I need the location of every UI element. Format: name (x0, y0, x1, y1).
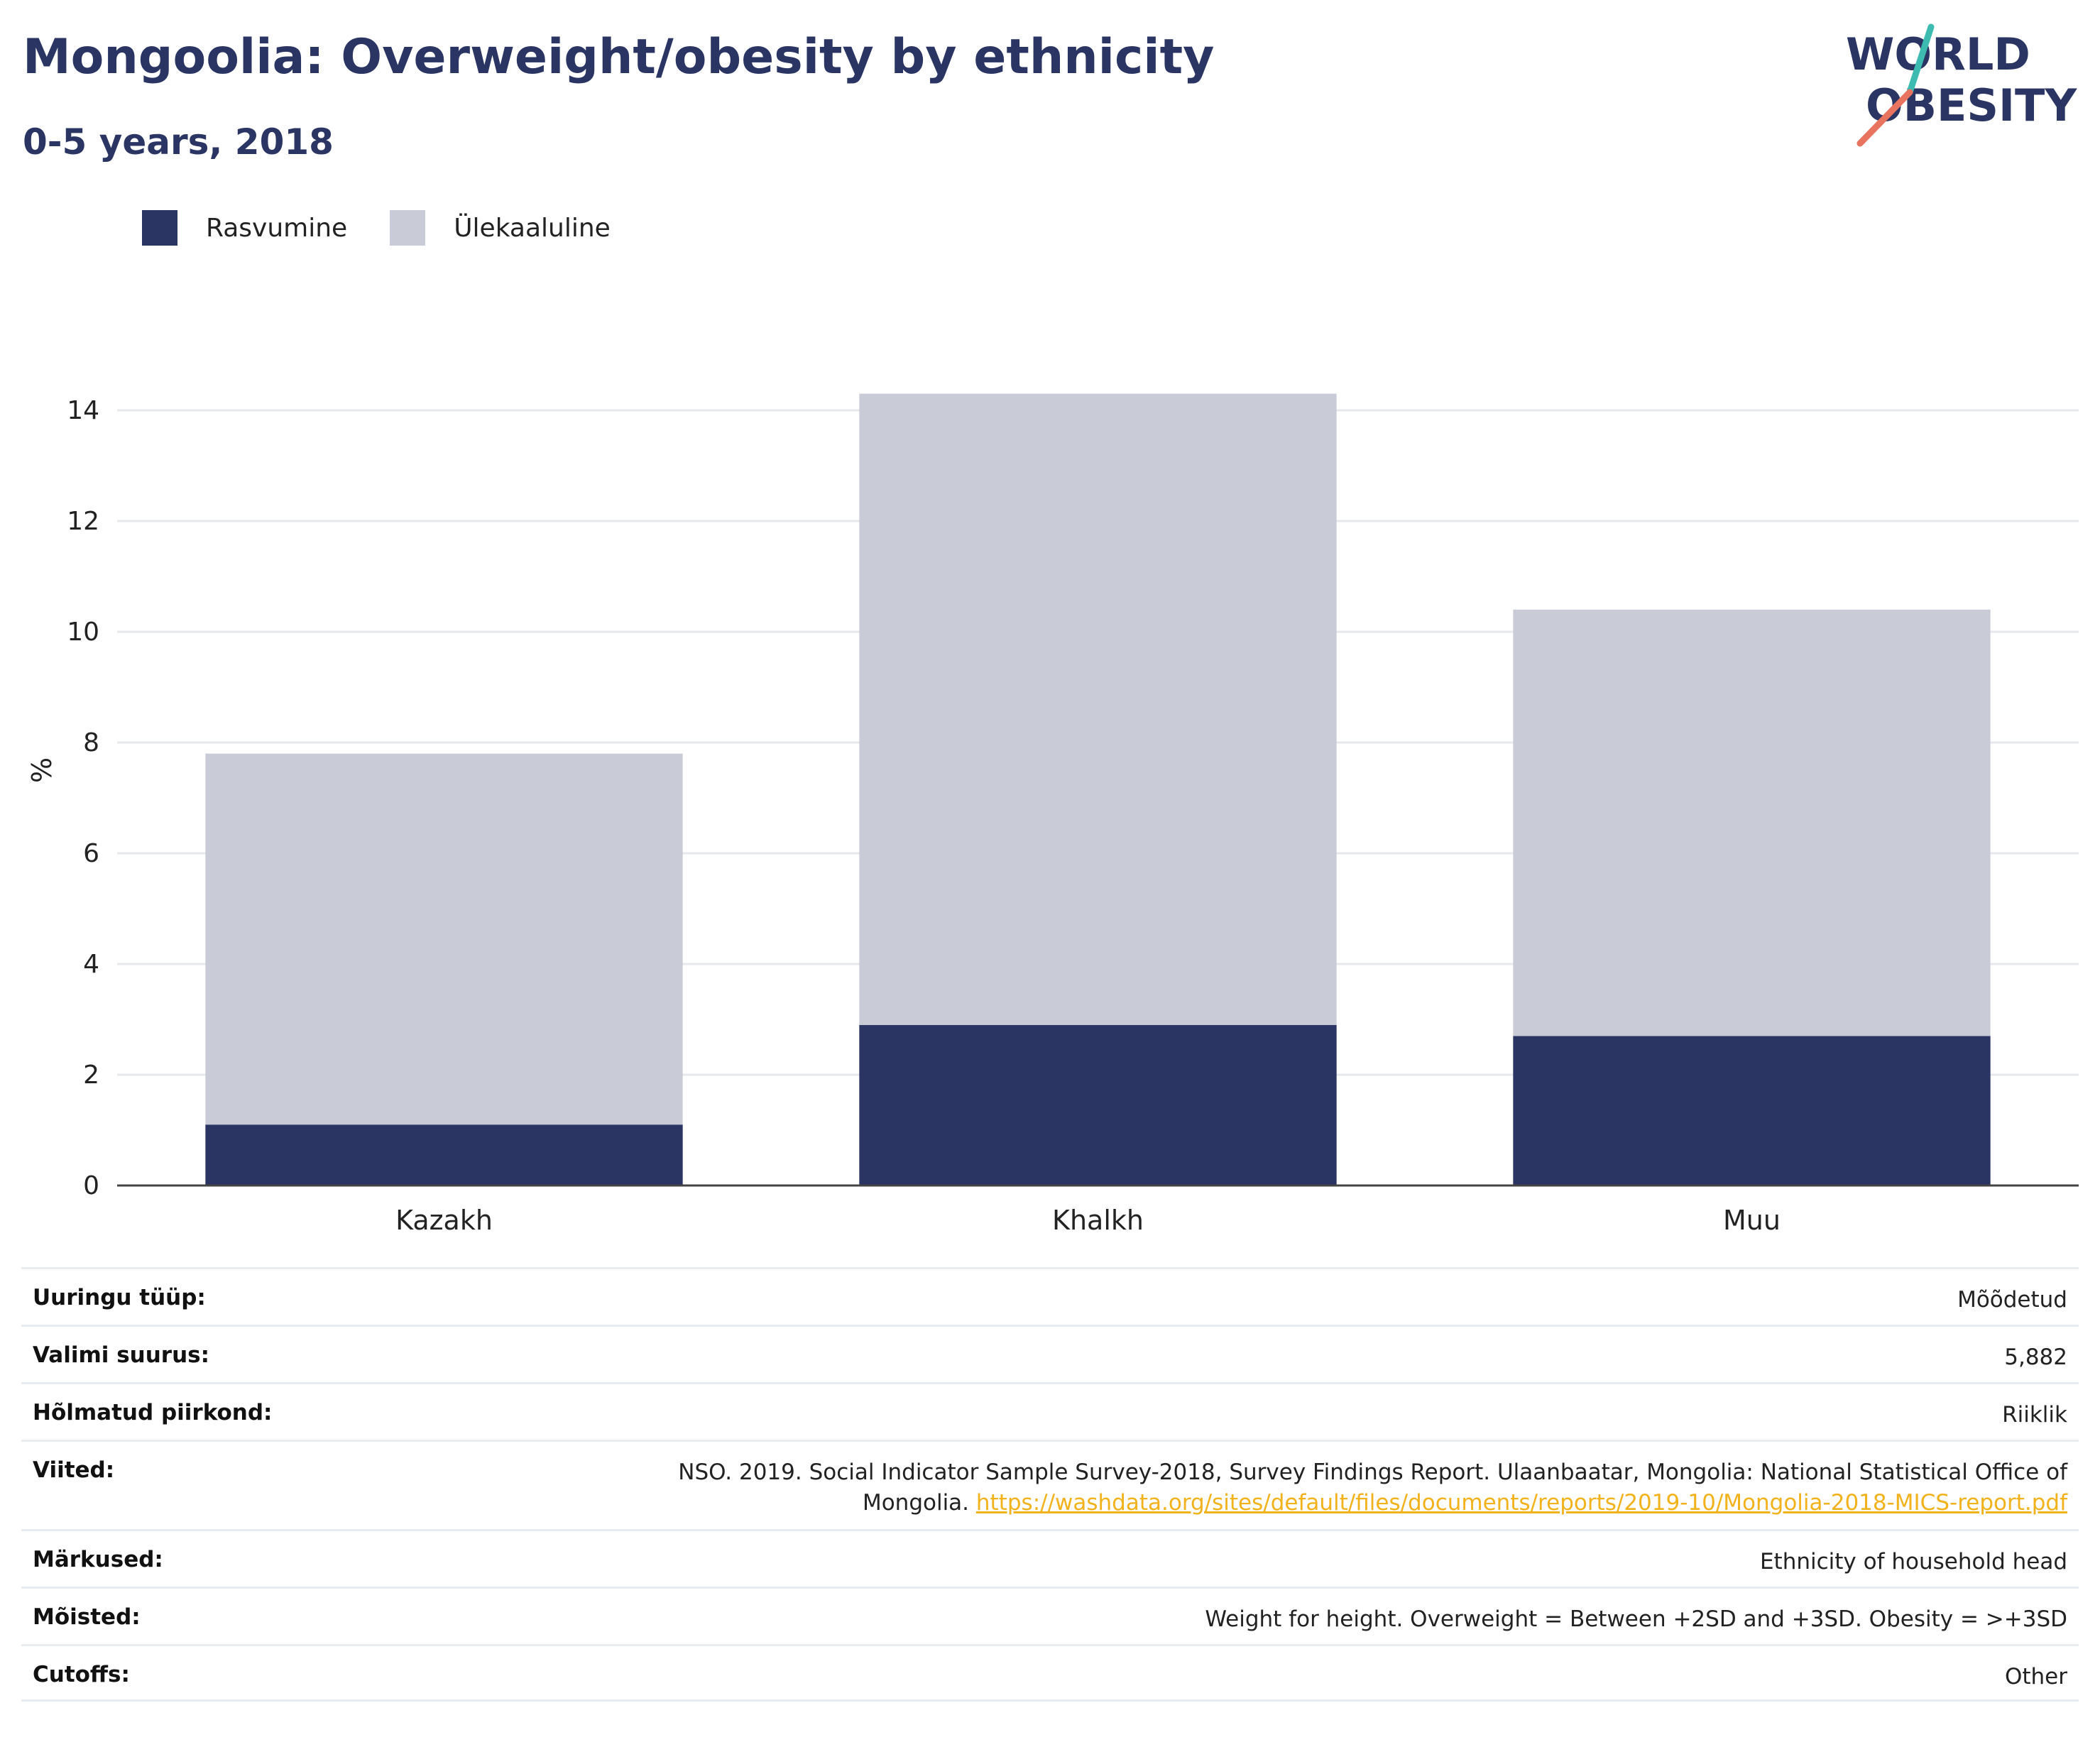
x-tick-label-muu: Muu (1723, 1205, 1781, 1236)
chart-subtitle: 0-5 years, 2018 (23, 121, 334, 163)
metadata-row: Valimi suurus: 5,882 (21, 1325, 2079, 1382)
metadata-label: Mõisted: (33, 1604, 141, 1630)
metadata-value: Ethnicity of household head (1760, 1547, 2067, 1577)
x-tick-label-khalkh: Khalkh (1052, 1205, 1144, 1236)
metadata-table: Uuringu tüüp: Mõõdetud Valimi suurus: 5,882… (21, 1267, 2079, 1702)
y-tick-label-0: 0 (83, 1171, 99, 1200)
metadata-label: Valimi suurus: (33, 1342, 209, 1368)
y-tick-label-10: 10 (67, 618, 99, 647)
metadata-value-text: Ethnicity of household head (1759, 1549, 2067, 1575)
bar-kazakh-lekaaluline (205, 753, 683, 1125)
legend-item-ulekaaluline[interactable]: Ülekaaluline (390, 210, 611, 246)
legend-swatch-rasvumine (142, 210, 177, 246)
metadata-label: Märkused: (33, 1547, 163, 1572)
logo-slash-teal (1906, 23, 1935, 96)
metadata-value: Weight for height. Overweight = Between … (1205, 1604, 2067, 1635)
y-tick-label-8: 8 (83, 728, 99, 757)
metadata-value: 5,882 (2004, 1342, 2067, 1373)
metadata-row: Mõisted: Weight for height. Overweight = … (21, 1587, 2079, 1644)
logo-slash-coral (1856, 89, 1913, 147)
metadata-value-text: Other (2004, 1664, 2067, 1690)
metadata-value-text: NSO. 2019. Social Indicator Sample Surve… (678, 1460, 2067, 1516)
bar-muu-lekaaluline (1513, 609, 1991, 1036)
bar-khalkh-lekaaluline (859, 393, 1337, 1025)
metadata-value-text: Mõõdetud (1957, 1287, 2067, 1313)
logo-word-world: WORLD (1846, 28, 2030, 80)
metadata-value: Other (2005, 1662, 2067, 1692)
metadata-label: Uuringu tüüp: (33, 1285, 206, 1310)
metadata-row: Hõlmatud piirkond: Riiklik (21, 1382, 2079, 1440)
reference-link[interactable]: https://washdata.org/sites/default/files… (975, 1490, 2067, 1516)
metadata-value: Mõõdetud (1957, 1285, 2067, 1315)
bar-muu-rasvumine (1513, 1036, 1991, 1185)
metadata-label: Viited: (33, 1457, 115, 1483)
x-tick-label-kazakh: Kazakh (395, 1205, 493, 1236)
y-tick-label-12: 12 (67, 507, 99, 536)
legend-label-ulekaaluline: Ülekaaluline (454, 213, 611, 243)
bar-kazakh-rasvumine (205, 1124, 683, 1185)
metadata-value-text: Weight for height. Overweight = Between … (1205, 1606, 2067, 1632)
metadata-value: Riiklik (2002, 1400, 2067, 1430)
y-tick-label-2: 2 (83, 1061, 99, 1090)
bar-khalkh-rasvumine (859, 1024, 1337, 1185)
metadata-row: Cutoffs: Other (21, 1644, 2079, 1702)
legend-swatch-ulekaaluline (390, 210, 426, 246)
y-tick-label-6: 6 (83, 839, 99, 868)
y-tick-label-14: 14 (67, 396, 99, 425)
metadata-label: Cutoffs: (33, 1662, 130, 1687)
legend-item-rasvumine[interactable]: Rasvumine (142, 210, 347, 246)
metadata-row: Uuringu tüüp: Mõõdetud (21, 1267, 2079, 1325)
y-axis-title: % (26, 757, 58, 783)
metadata-row: Märkused: Ethnicity of household head (21, 1529, 2079, 1587)
metadata-value-text: 5,882 (2004, 1345, 2067, 1370)
metadata-value: NSO. 2019. Social Indicator Sample Surve… (647, 1457, 2067, 1519)
metadata-row: Viited: NSO. 2019. Social Indicator Sampl… (21, 1440, 2079, 1529)
metadata-value-text: Riiklik (2002, 1402, 2067, 1428)
chart-title: Mongoolia: Overweight/obesity by ethnici… (23, 29, 1215, 85)
y-tick-label-4: 4 (83, 950, 99, 979)
metadata-label: Hõlmatud piirkond: (33, 1400, 273, 1425)
legend-label-rasvumine: Rasvumine (206, 213, 348, 243)
stacked-bar-chart: 0 2 4 6 8 10 12 14% Kazakh Khalkh Muu (26, 393, 2079, 1236)
world-obesity-logo: WORLD OBESITY (1846, 23, 2077, 147)
chart-legend: Rasvumine Ülekaaluline (142, 210, 653, 246)
